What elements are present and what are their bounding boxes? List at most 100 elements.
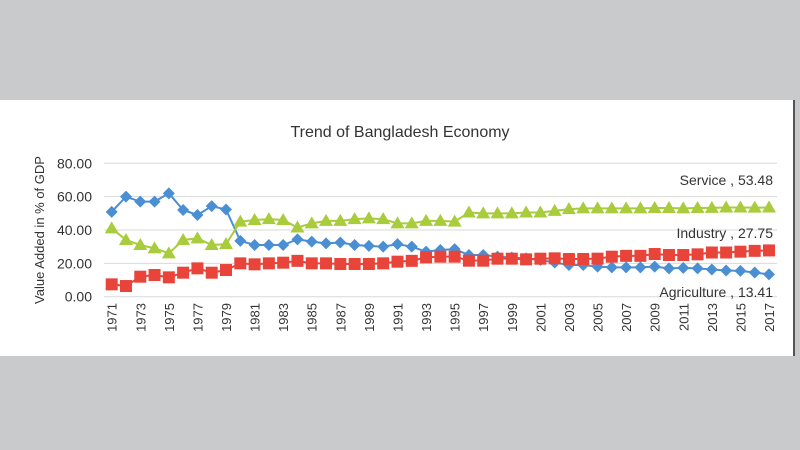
data-point	[561, 202, 576, 215]
data-point	[234, 234, 247, 247]
data-point	[419, 213, 434, 226]
data-point	[548, 252, 561, 265]
x-tick-label: 1997	[476, 303, 491, 332]
data-point	[534, 252, 547, 265]
data-point	[362, 258, 375, 271]
data-point	[277, 239, 290, 252]
data-point	[504, 206, 519, 219]
data-point	[690, 200, 705, 213]
x-tick-label: 1977	[190, 303, 205, 332]
data-point	[533, 205, 548, 218]
data-point	[763, 244, 775, 257]
x-tick-label: 2015	[733, 303, 748, 332]
series-end-label: Industry , 27.75	[676, 225, 773, 241]
y-tick-label: 20.00	[57, 255, 92, 271]
data-point	[519, 205, 534, 218]
data-point	[704, 200, 719, 213]
data-point	[134, 195, 147, 208]
data-point	[305, 257, 318, 270]
x-tick-label: 2011	[676, 303, 691, 331]
data-point	[134, 270, 147, 283]
data-point	[748, 266, 761, 279]
panel-border	[793, 100, 795, 356]
data-point	[391, 255, 404, 268]
data-point	[334, 236, 347, 249]
x-tick-label: 1979	[219, 303, 234, 332]
data-point	[348, 239, 361, 252]
data-point	[334, 258, 347, 271]
data-point	[620, 249, 633, 262]
data-point	[147, 241, 162, 254]
series-end-label: Service , 53.48	[680, 172, 774, 188]
data-point	[591, 252, 604, 265]
data-point	[720, 264, 733, 277]
data-point	[461, 205, 476, 218]
data-point	[405, 254, 418, 267]
data-point	[747, 200, 762, 213]
data-point	[219, 237, 234, 250]
x-tick-label: 2005	[591, 303, 606, 332]
data-point	[119, 280, 132, 293]
data-point	[233, 214, 248, 227]
data-point	[361, 211, 376, 224]
data-point	[377, 257, 390, 270]
y-axis-label: Value Added in % of GDP	[32, 156, 47, 304]
data-point	[604, 201, 619, 214]
data-point	[148, 195, 161, 208]
x-tick-label: 1993	[419, 303, 434, 332]
data-point	[633, 201, 648, 214]
data-point	[234, 257, 247, 270]
data-point	[605, 261, 618, 274]
data-point	[647, 200, 662, 213]
data-point	[705, 263, 718, 276]
data-point	[390, 216, 405, 229]
data-point	[118, 233, 133, 246]
data-point	[605, 250, 618, 263]
data-point	[220, 264, 233, 277]
data-point	[648, 248, 661, 261]
x-tick-label: 1985	[305, 303, 320, 332]
data-point	[305, 235, 318, 248]
data-point	[734, 245, 747, 258]
data-point	[162, 187, 175, 200]
data-point	[205, 200, 218, 213]
data-point	[262, 257, 275, 270]
x-tick-label: 2017	[762, 303, 777, 332]
data-point	[205, 266, 218, 279]
data-point	[405, 240, 418, 253]
y-tick-label: 0.00	[65, 289, 92, 305]
data-point	[691, 248, 704, 261]
data-point	[291, 254, 304, 267]
data-point	[733, 200, 748, 213]
data-point	[177, 266, 190, 279]
data-point	[105, 278, 118, 291]
data-point	[347, 212, 362, 225]
data-point	[505, 252, 518, 265]
data-point	[177, 203, 190, 216]
data-point	[277, 256, 290, 269]
x-tick-label: 1981	[248, 303, 263, 332]
data-point	[691, 262, 704, 275]
series-end-label: Agriculture , 13.41	[659, 284, 773, 300]
data-point	[648, 260, 661, 273]
data-point	[133, 238, 148, 251]
data-point	[590, 201, 605, 214]
data-point	[547, 203, 562, 216]
x-tick-label: 1983	[276, 303, 291, 332]
x-tick-label: 1989	[362, 303, 377, 332]
data-point	[447, 214, 462, 227]
data-point	[676, 201, 691, 214]
data-point	[634, 249, 647, 262]
data-point	[191, 208, 204, 221]
data-point	[734, 264, 747, 277]
data-point	[662, 249, 675, 262]
data-point	[404, 216, 419, 229]
data-point	[291, 233, 304, 246]
data-point	[348, 258, 361, 271]
data-point	[320, 257, 333, 270]
x-tick-label: 1973	[133, 303, 148, 332]
data-point	[176, 233, 191, 246]
data-point	[476, 206, 491, 219]
data-point	[619, 201, 634, 214]
